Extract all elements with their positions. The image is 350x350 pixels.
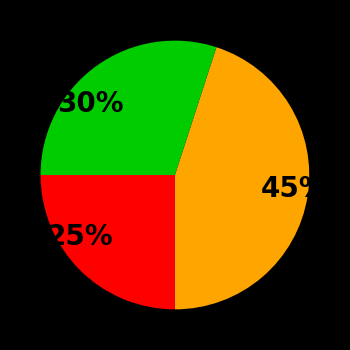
Wedge shape: [41, 175, 175, 309]
Text: 30%: 30%: [57, 90, 124, 118]
Text: 45%: 45%: [261, 175, 328, 203]
Text: 25%: 25%: [47, 223, 113, 251]
Wedge shape: [41, 41, 216, 175]
Wedge shape: [175, 47, 309, 309]
